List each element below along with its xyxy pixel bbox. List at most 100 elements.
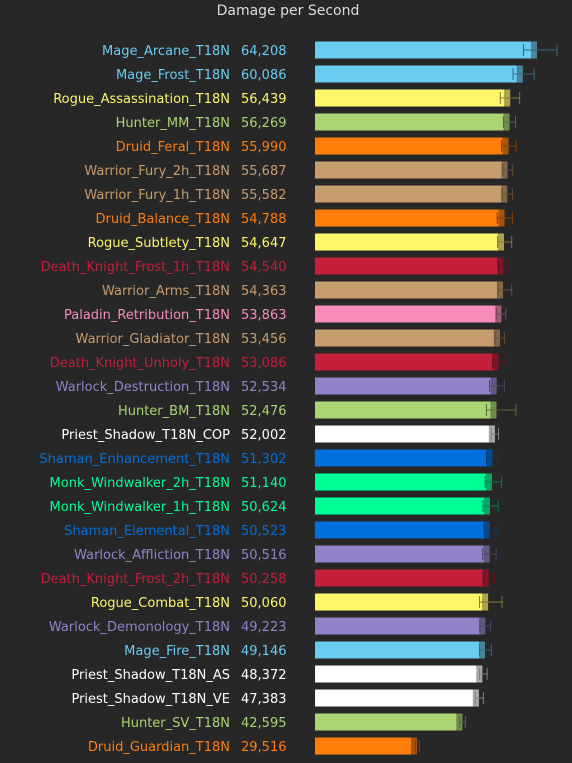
bar-row: Death_Knight_Unholy_T18N 53,086 xyxy=(50,353,508,371)
error-bar xyxy=(474,692,484,704)
category-label: Druid_Feral_T18N xyxy=(116,140,230,155)
category-label: Death_Knight_Frost_1h_T18N xyxy=(41,260,230,275)
value-label: 52,476 xyxy=(241,404,287,419)
bar-rows: Mage_Arcane_T18N 64,208 Mage_Frost_T18N 60,… xyxy=(39,41,558,755)
value-label: 56,439 xyxy=(241,92,287,107)
bar xyxy=(315,209,505,227)
category-label: Priest_Shadow_T18N_VE xyxy=(71,692,230,707)
value-label: 54,788 xyxy=(241,212,287,227)
bar-row: Death_Knight_Frost_1h_T18N 54,540 xyxy=(41,257,509,275)
value-label: 54,540 xyxy=(241,260,287,275)
error-bar xyxy=(485,452,499,464)
error-bar xyxy=(501,140,517,152)
error-bar xyxy=(497,284,513,296)
bar-row: Warlock_Demonology_T18N 49,223 xyxy=(49,617,492,635)
error-bar xyxy=(479,596,503,608)
value-label: 50,523 xyxy=(241,524,287,539)
bar xyxy=(315,617,486,635)
value-label: 48,372 xyxy=(241,668,287,683)
category-label: Warrior_Fury_1h_T18N xyxy=(84,188,230,203)
category-label: Priest_Shadow_T18N_COP xyxy=(61,428,230,443)
value-label: 56,269 xyxy=(241,116,287,131)
bar-row: Druid_Balance_T18N 54,788 xyxy=(95,209,513,227)
bar xyxy=(315,737,418,755)
bar xyxy=(315,185,508,203)
error-bar xyxy=(496,308,507,320)
chart-title: Damage per Second xyxy=(217,3,360,19)
error-bar xyxy=(459,716,466,728)
value-label: 60,086 xyxy=(241,68,287,83)
category-label: Rogue_Assassination_T18N xyxy=(53,92,230,107)
bar xyxy=(315,425,495,443)
category-label: Hunter_BM_T18N xyxy=(118,404,230,419)
bar-row: Warrior_Fury_2h_T18N 55,687 xyxy=(84,161,514,179)
category-label: Mage_Frost_T18N xyxy=(116,68,230,83)
error-bar xyxy=(497,236,513,248)
value-label: 53,863 xyxy=(241,308,287,323)
category-label: Warrior_Gladiator_T18N xyxy=(76,332,230,347)
error-bar xyxy=(482,500,499,512)
value-label: 49,146 xyxy=(241,644,287,659)
bar-row: Hunter_BM_T18N 52,476 xyxy=(118,401,517,419)
category-label: Warlock_Destruction_T18N xyxy=(56,380,230,395)
bar xyxy=(315,665,483,683)
bar xyxy=(315,713,463,731)
bar-row: Priest_Shadow_T18N_VE 47,383 xyxy=(71,689,484,707)
bar-row: Death_Knight_Frost_2h_T18N 50,258 xyxy=(41,569,495,587)
bar xyxy=(315,689,479,707)
bar-row: Shaman_Elemental_T18N 50,523 xyxy=(64,521,498,539)
bar-row: Rogue_Subtlety_T18N 54,647 xyxy=(88,233,513,251)
bar-row: Rogue_Combat_T18N 50,060 xyxy=(91,593,503,611)
category-label: Shaman_Elemental_T18N xyxy=(64,524,230,539)
bar xyxy=(315,641,485,659)
error-bar xyxy=(502,116,517,128)
value-label: 52,002 xyxy=(241,428,287,443)
error-bar xyxy=(479,620,492,632)
value-label: 54,363 xyxy=(241,284,287,299)
category-label: Warrior_Fury_2h_T18N xyxy=(84,164,230,179)
bar xyxy=(315,521,490,539)
error-bar xyxy=(484,476,503,488)
bar-row: Hunter_SV_T18N 42,595 xyxy=(121,713,466,731)
category-label: Shaman_Enhancement_T18N xyxy=(39,452,230,467)
bar-end-marker xyxy=(411,737,418,755)
bar xyxy=(315,329,500,347)
bar-row: Paladin_Retribution_T18N 53,863 xyxy=(64,305,507,323)
error-bar xyxy=(485,404,517,416)
bar xyxy=(315,401,497,419)
category-label: Death_Knight_Frost_2h_T18N xyxy=(41,572,230,587)
bar-row: Warrior_Gladiator_T18N 53,456 xyxy=(76,329,505,347)
value-label: 53,456 xyxy=(241,332,287,347)
value-label: 51,302 xyxy=(241,452,287,467)
value-label: 55,687 xyxy=(241,164,287,179)
value-label: 47,383 xyxy=(241,692,287,707)
bar-row: Mage_Arcane_T18N 64,208 xyxy=(102,41,558,59)
bar xyxy=(315,449,493,467)
category-label: Mage_Arcane_T18N xyxy=(102,44,230,59)
error-bar xyxy=(512,68,535,80)
bar xyxy=(315,233,504,251)
bar-row: Warrior_Arms_T18N 54,363 xyxy=(102,281,513,299)
category-label: Druid_Balance_T18N xyxy=(95,212,230,227)
value-label: 50,258 xyxy=(241,572,287,587)
category-label: Rogue_Subtlety_T18N xyxy=(88,236,230,251)
error-bar xyxy=(482,548,497,560)
value-label: 54,647 xyxy=(241,236,287,251)
bar xyxy=(315,89,511,107)
bar xyxy=(315,569,489,587)
error-bar xyxy=(496,212,513,224)
error-bar xyxy=(479,644,492,656)
category-label: Monk_Windwalker_2h_T18N xyxy=(50,476,230,491)
bar-row: Mage_Fire_T18N 49,146 xyxy=(124,641,492,659)
bar xyxy=(315,41,537,59)
value-label: 51,140 xyxy=(241,476,287,491)
bar-row: Monk_Windwalker_2h_T18N 51,140 xyxy=(50,473,503,491)
error-bar xyxy=(501,188,513,200)
category-label: Hunter_MM_T18N xyxy=(116,116,230,131)
value-label: 29,516 xyxy=(241,740,287,755)
bar-row: Warlock_Destruction_T18N 52,534 xyxy=(56,377,505,395)
bar-row: Priest_Shadow_T18N_AS 48,372 xyxy=(71,665,488,683)
category-label: Death_Knight_Unholy_T18N xyxy=(50,356,230,371)
value-label: 50,624 xyxy=(241,500,287,515)
